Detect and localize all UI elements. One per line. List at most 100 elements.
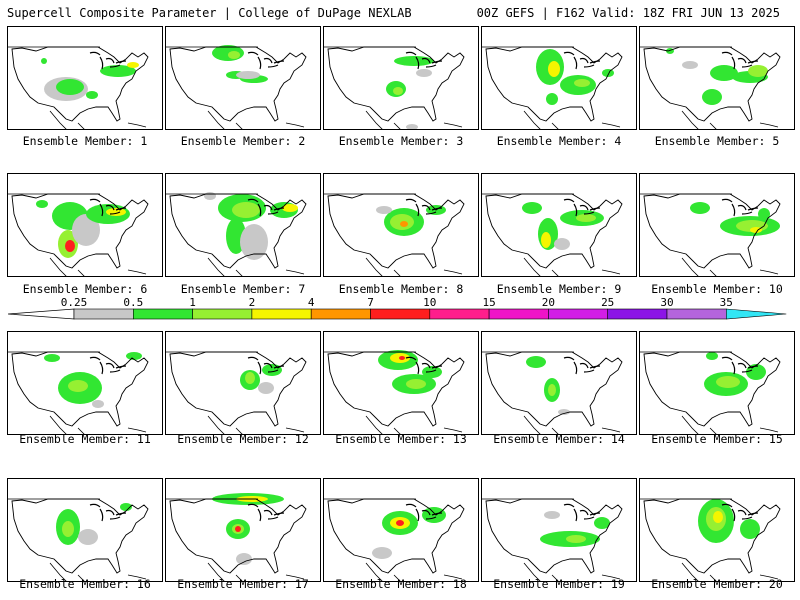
member-caption: Ensemble Member: 18 [335, 577, 467, 591]
ensemble-map-panel [165, 331, 321, 435]
mexico-coastline [49, 562, 85, 581]
member-caption: Ensemble Member: 7 [180, 282, 306, 296]
mexico-coastline [681, 110, 717, 129]
scp-map [166, 45, 307, 129]
member-caption: Ensemble Member: 15 [651, 432, 783, 446]
mexico-coastline [207, 257, 243, 276]
scp-contour-green [44, 354, 60, 362]
scp-map [8, 193, 149, 276]
mexico-coastline [523, 415, 559, 434]
us-coastline [327, 46, 465, 122]
member-caption: Ensemble Member: 3 [338, 134, 464, 148]
ensemble-map-panel [639, 478, 795, 582]
member-caption: Ensemble Member: 12 [177, 432, 309, 446]
scp-map [8, 46, 149, 129]
colorbar-tick-label: 7 [367, 296, 374, 309]
us-coastline [169, 193, 307, 269]
us-coastline [327, 498, 465, 574]
scp-map [8, 498, 149, 581]
member-caption: Ensemble Member: 4 [496, 134, 622, 148]
us-coastline [11, 351, 149, 427]
ensemble-map-panel [481, 173, 637, 277]
mexico-coastline [365, 110, 401, 129]
ensemble-map-panel [7, 331, 163, 435]
map-title: Supercell Composite Parameter | College … [7, 6, 412, 20]
cuba-coastline [285, 574, 305, 580]
member-caption: Ensemble Member: 8 [338, 282, 464, 296]
scp-map [640, 193, 781, 276]
scp-map [324, 350, 465, 434]
colorbar-segment [666, 308, 727, 320]
scp-contour-lime [393, 87, 403, 95]
great-lakes [563, 51, 601, 70]
colorbar-segment [133, 308, 193, 320]
scp-contour-lime [548, 384, 556, 396]
scp-contour-green [120, 503, 132, 511]
scp-contour-yellow [548, 61, 560, 77]
great-lakes [405, 356, 443, 375]
us-coastline [643, 46, 781, 122]
scp-contour-gray [92, 400, 104, 408]
scp-contour-green [710, 65, 738, 81]
member-caption: Ensemble Member: 5 [654, 134, 780, 148]
us-coastline [643, 193, 781, 269]
scp-contour-lime [245, 372, 255, 384]
colorbar-segment [488, 308, 549, 320]
scp-contour-yellow [106, 208, 126, 216]
scp-map [640, 498, 781, 581]
cuba-coastline [285, 269, 305, 275]
us-coastline [169, 351, 307, 427]
us-coastline [327, 351, 465, 427]
us-coastline [327, 193, 465, 269]
member-caption: Ensemble Member: 10 [651, 282, 783, 296]
scp-contour-gray [682, 61, 698, 69]
scp-map [482, 193, 623, 276]
us-coastline [169, 46, 307, 122]
great-lakes [563, 198, 601, 217]
great-lakes [563, 356, 601, 375]
scp-map [482, 46, 623, 129]
scp-map [324, 46, 465, 129]
scp-contour-green [126, 352, 142, 360]
scp-contour-yellow [282, 204, 298, 212]
scp-contour-green [86, 91, 98, 99]
scp-contour-green [100, 65, 136, 77]
scp-contour-orange [400, 221, 408, 227]
great-lakes [405, 503, 443, 522]
scp-contour-lime [406, 379, 426, 389]
cuba-coastline [759, 122, 779, 128]
scp-contour-green [522, 202, 542, 214]
scp-contour-green [546, 93, 558, 105]
great-lakes [89, 198, 127, 217]
us-coastline [169, 498, 307, 574]
scp-map [324, 498, 465, 581]
mexico-coastline [207, 415, 243, 434]
colorbar-tick-label: 20 [541, 296, 556, 309]
scp-map [482, 498, 623, 581]
mexico-coastline [523, 110, 559, 129]
great-lakes [247, 503, 285, 522]
great-lakes [405, 198, 443, 217]
cuba-coastline [443, 122, 463, 128]
member-caption: Ensemble Member: 6 [22, 282, 148, 296]
scp-contour-gray [78, 529, 98, 545]
cuba-coastline [601, 427, 621, 433]
scp-contour-gray [376, 206, 392, 214]
scp-contour-yellow [127, 62, 139, 68]
scp-contour-gray [406, 124, 418, 129]
member-caption: Ensemble Member: 16 [19, 577, 151, 591]
ensemble-map-panel [639, 26, 795, 130]
mexico-coastline [681, 415, 717, 434]
scp-contour-gray [558, 409, 570, 415]
scp-contour-green [422, 507, 446, 523]
scp-contour-green [690, 202, 710, 214]
cuba-coastline [759, 269, 779, 275]
member-caption: Ensemble Member: 9 [496, 282, 622, 296]
scp-contour-gray [416, 69, 432, 77]
ensemble-map-panel [323, 26, 479, 130]
color-scale-bar [8, 308, 787, 320]
ensemble-map-panel [481, 478, 637, 582]
scp-contour-red [396, 520, 404, 526]
scp-contour-gray [554, 238, 570, 250]
scp-contour-lime [748, 65, 768, 77]
